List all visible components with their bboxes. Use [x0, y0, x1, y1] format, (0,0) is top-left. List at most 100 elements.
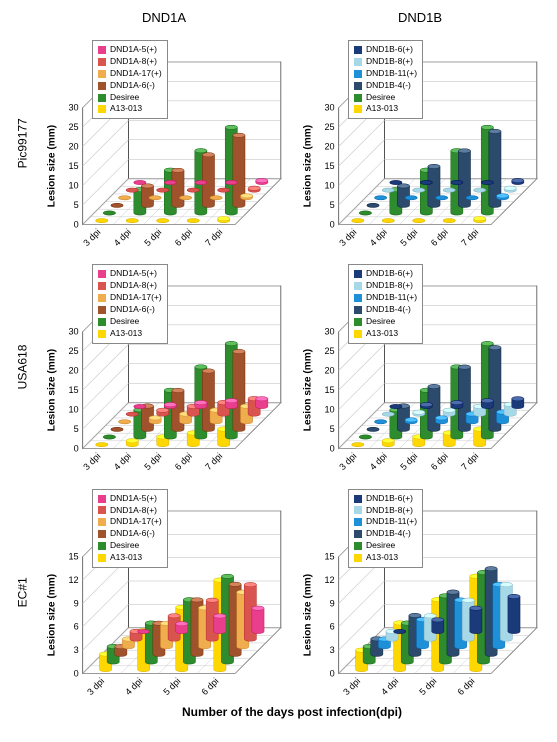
- svg-text:5 dpi: 5 dpi: [161, 676, 182, 697]
- legend-item: Desiree: [354, 540, 417, 552]
- legend-swatch: [98, 94, 106, 102]
- legend-label: DND1B-4(-): [366, 80, 411, 92]
- svg-text:7 dpi: 7 dpi: [459, 451, 480, 472]
- legend-item: DND1A-17(+): [98, 68, 162, 80]
- legend-label: DND1A-6(-): [110, 304, 155, 316]
- legend-swatch: [98, 58, 106, 66]
- legend-swatch: [98, 330, 106, 338]
- legend-swatch: [98, 318, 106, 326]
- legend-item: DND1A-6(-): [98, 304, 162, 316]
- col-header-a: DND1A: [37, 10, 291, 30]
- svg-text:15: 15: [324, 385, 334, 395]
- legend-swatch: [354, 70, 362, 78]
- svg-text:Lesion size (mm): Lesion size (mm): [302, 573, 313, 655]
- legend-label: DND1A-8(+): [110, 56, 157, 68]
- legend-swatch: [98, 518, 106, 526]
- legend-label: DND1A-5(+): [110, 268, 157, 280]
- svg-text:5: 5: [330, 424, 335, 434]
- legend-item: DND1A-5(+): [98, 44, 162, 56]
- svg-text:20: 20: [68, 142, 78, 152]
- svg-text:9: 9: [330, 598, 335, 608]
- svg-text:30: 30: [68, 327, 78, 337]
- svg-text:3 dpi: 3 dpi: [81, 227, 102, 248]
- svg-text:7 dpi: 7 dpi: [203, 227, 224, 248]
- svg-text:Lesion size (mm): Lesion size (mm): [302, 349, 313, 431]
- legend-swatch: [98, 105, 106, 113]
- legend-item: Desiree: [98, 92, 162, 104]
- legend-label: DND1A-17(+): [110, 68, 162, 80]
- svg-text:7 dpi: 7 dpi: [459, 227, 480, 248]
- svg-text:15: 15: [324, 551, 334, 561]
- legend-label: DND1A-6(-): [110, 80, 155, 92]
- svg-text:7 dpi: 7 dpi: [203, 451, 224, 472]
- legend-swatch: [354, 94, 362, 102]
- svg-text:12: 12: [68, 575, 78, 585]
- svg-text:5 dpi: 5 dpi: [142, 451, 163, 472]
- legend-label: DND1B-8(+): [366, 505, 413, 517]
- legend-swatch: [98, 530, 106, 538]
- svg-text:4 dpi: 4 dpi: [112, 227, 133, 248]
- row-label-2: EC#1: [10, 481, 35, 703]
- svg-text:15: 15: [68, 161, 78, 171]
- legend-label: A13-013: [110, 328, 142, 340]
- svg-text:30: 30: [68, 103, 78, 113]
- svg-text:6 dpi: 6 dpi: [455, 676, 476, 697]
- legend-label: DND1A-5(+): [110, 493, 157, 505]
- svg-text:4 dpi: 4 dpi: [368, 451, 389, 472]
- svg-text:12: 12: [324, 575, 334, 585]
- legend-swatch: [98, 306, 106, 314]
- legend-item: DND1A-6(-): [98, 80, 162, 92]
- svg-text:20: 20: [324, 142, 334, 152]
- legend-label: A13-013: [366, 552, 398, 564]
- svg-text:15: 15: [324, 161, 334, 171]
- svg-text:4 dpi: 4 dpi: [123, 676, 144, 697]
- legend-item: A13-013: [354, 103, 417, 115]
- legend-swatch: [98, 294, 106, 302]
- svg-text:10: 10: [68, 181, 78, 191]
- legend-item: DND1A-5(+): [98, 268, 162, 280]
- legend-swatch: [98, 495, 106, 503]
- legend-label: DND1A-5(+): [110, 44, 157, 56]
- chart-3: 051015202530Lesion size (mm)3 dpi4 dpi5 …: [293, 256, 547, 478]
- legend-swatch: [98, 46, 106, 54]
- legend-swatch: [354, 105, 362, 113]
- legend: DND1A-5(+)DND1A-8(+)DND1A-17(+)DND1A-6(-…: [92, 489, 168, 568]
- row-label-0: Pic99177: [10, 32, 35, 254]
- legend-label: A13-013: [110, 552, 142, 564]
- legend-swatch: [98, 270, 106, 278]
- legend-label: Desiree: [110, 316, 139, 328]
- svg-text:5 dpi: 5 dpi: [142, 227, 163, 248]
- legend-item: DND1B-6(+): [354, 44, 417, 56]
- svg-text:10: 10: [324, 405, 334, 415]
- legend-item: A13-013: [98, 552, 162, 564]
- svg-text:20: 20: [68, 366, 78, 376]
- svg-text:10: 10: [324, 181, 334, 191]
- legend-item: Desiree: [354, 92, 417, 104]
- legend-item: Desiree: [354, 316, 417, 328]
- legend-label: DND1A-8(+): [110, 505, 157, 517]
- svg-text:4 dpi: 4 dpi: [379, 676, 400, 697]
- svg-text:5: 5: [74, 200, 79, 210]
- legend-item: DND1A-5(+): [98, 493, 162, 505]
- legend: DND1A-5(+)DND1A-8(+)DND1A-17(+)DND1A-6(-…: [92, 264, 168, 343]
- legend-item: A13-013: [354, 552, 417, 564]
- legend-swatch: [354, 518, 362, 526]
- svg-text:5: 5: [74, 424, 79, 434]
- legend-label: DND1B-11(+): [366, 68, 417, 80]
- legend-item: DND1B-4(-): [354, 528, 417, 540]
- legend-label: DND1B-4(-): [366, 528, 411, 540]
- svg-text:6 dpi: 6 dpi: [429, 451, 450, 472]
- svg-text:20: 20: [324, 366, 334, 376]
- svg-text:0: 0: [330, 219, 335, 229]
- legend-label: Desiree: [110, 540, 139, 552]
- svg-text:3: 3: [330, 645, 335, 655]
- svg-text:5: 5: [330, 200, 335, 210]
- svg-text:5 dpi: 5 dpi: [398, 227, 419, 248]
- legend-label: DND1B-6(+): [366, 44, 413, 56]
- svg-text:5 dpi: 5 dpi: [417, 676, 438, 697]
- legend-label: A13-013: [110, 103, 142, 115]
- legend-swatch: [98, 542, 106, 550]
- legend-item: DND1A-8(+): [98, 280, 162, 292]
- legend-label: DND1B-11(+): [366, 292, 417, 304]
- svg-text:10: 10: [68, 405, 78, 415]
